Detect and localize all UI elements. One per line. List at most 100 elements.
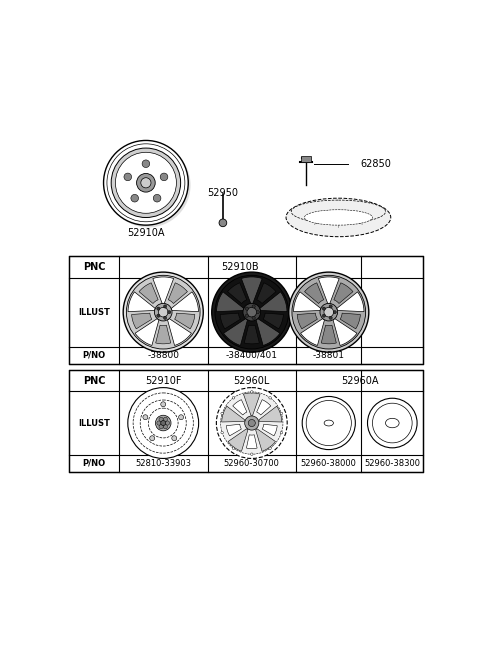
- Polygon shape: [216, 292, 244, 311]
- Circle shape: [140, 400, 186, 446]
- Polygon shape: [224, 319, 248, 346]
- Polygon shape: [246, 435, 257, 449]
- Circle shape: [221, 432, 223, 434]
- Circle shape: [280, 432, 283, 434]
- Circle shape: [219, 219, 227, 227]
- Circle shape: [329, 305, 332, 308]
- Circle shape: [163, 417, 168, 422]
- Circle shape: [159, 424, 163, 429]
- Circle shape: [256, 311, 259, 314]
- Circle shape: [368, 398, 417, 448]
- Polygon shape: [334, 283, 353, 304]
- Circle shape: [158, 307, 168, 317]
- Circle shape: [372, 403, 412, 443]
- Circle shape: [161, 402, 166, 407]
- Polygon shape: [228, 283, 247, 304]
- Circle shape: [221, 392, 283, 454]
- Text: 52960-38300: 52960-38300: [364, 459, 420, 468]
- Polygon shape: [222, 406, 245, 422]
- Text: 52910F: 52910F: [145, 376, 181, 386]
- Polygon shape: [300, 319, 324, 346]
- Circle shape: [245, 416, 259, 430]
- Text: -38400/401: -38400/401: [226, 351, 278, 360]
- Text: 52950: 52950: [207, 188, 239, 198]
- Circle shape: [245, 307, 249, 310]
- Polygon shape: [321, 325, 336, 344]
- Polygon shape: [156, 325, 171, 344]
- Circle shape: [104, 141, 188, 225]
- Ellipse shape: [304, 210, 372, 225]
- Polygon shape: [337, 292, 364, 311]
- Polygon shape: [256, 319, 280, 346]
- Polygon shape: [333, 319, 357, 346]
- Circle shape: [172, 436, 177, 441]
- Polygon shape: [228, 429, 248, 451]
- Circle shape: [160, 173, 168, 181]
- Polygon shape: [257, 283, 276, 304]
- Polygon shape: [233, 399, 247, 415]
- Circle shape: [157, 314, 160, 317]
- Polygon shape: [153, 277, 174, 304]
- Circle shape: [157, 421, 161, 425]
- Circle shape: [320, 304, 337, 321]
- Circle shape: [133, 393, 193, 453]
- Circle shape: [153, 194, 161, 202]
- Circle shape: [248, 419, 255, 426]
- Circle shape: [232, 447, 235, 449]
- Circle shape: [269, 397, 271, 399]
- Circle shape: [168, 311, 171, 314]
- Polygon shape: [257, 399, 271, 415]
- Text: 52810-33903: 52810-33903: [135, 459, 191, 468]
- Text: 52960-30700: 52960-30700: [224, 459, 280, 468]
- Circle shape: [156, 415, 171, 431]
- Polygon shape: [256, 429, 276, 451]
- Polygon shape: [220, 313, 240, 329]
- Polygon shape: [259, 406, 282, 422]
- Polygon shape: [340, 313, 360, 329]
- Circle shape: [141, 177, 151, 188]
- Circle shape: [164, 305, 167, 308]
- Circle shape: [289, 272, 369, 352]
- Text: ILLUST: ILLUST: [78, 307, 110, 317]
- Circle shape: [150, 436, 155, 441]
- Circle shape: [212, 272, 292, 352]
- Circle shape: [232, 397, 235, 399]
- Circle shape: [143, 415, 148, 420]
- Polygon shape: [294, 292, 321, 311]
- Circle shape: [306, 401, 351, 445]
- Text: 52960-38000: 52960-38000: [301, 459, 357, 468]
- Text: 62850: 62850: [360, 158, 391, 169]
- Polygon shape: [135, 319, 159, 346]
- Circle shape: [252, 305, 255, 308]
- Circle shape: [179, 415, 183, 420]
- Circle shape: [164, 316, 167, 319]
- Circle shape: [115, 152, 176, 214]
- Text: 52910A: 52910A: [127, 228, 165, 238]
- Polygon shape: [139, 283, 158, 304]
- Circle shape: [137, 173, 155, 192]
- Circle shape: [269, 447, 271, 449]
- Polygon shape: [132, 313, 152, 329]
- Text: -38800: -38800: [147, 351, 179, 360]
- Circle shape: [111, 148, 180, 217]
- Polygon shape: [297, 313, 317, 329]
- Bar: [69, 256, 423, 364]
- Polygon shape: [171, 292, 198, 311]
- Text: P/NO: P/NO: [83, 459, 106, 468]
- Polygon shape: [227, 424, 241, 436]
- Polygon shape: [243, 393, 260, 415]
- Circle shape: [324, 307, 334, 317]
- Circle shape: [124, 173, 132, 181]
- Circle shape: [128, 388, 199, 459]
- Circle shape: [245, 314, 249, 317]
- Ellipse shape: [286, 198, 391, 237]
- Circle shape: [221, 412, 223, 415]
- Bar: [301, 156, 311, 162]
- Ellipse shape: [291, 200, 385, 223]
- Circle shape: [251, 391, 253, 393]
- Circle shape: [142, 160, 150, 168]
- Text: ILLUST: ILLUST: [78, 419, 110, 428]
- Polygon shape: [260, 292, 287, 311]
- Polygon shape: [168, 319, 192, 346]
- Circle shape: [243, 304, 261, 321]
